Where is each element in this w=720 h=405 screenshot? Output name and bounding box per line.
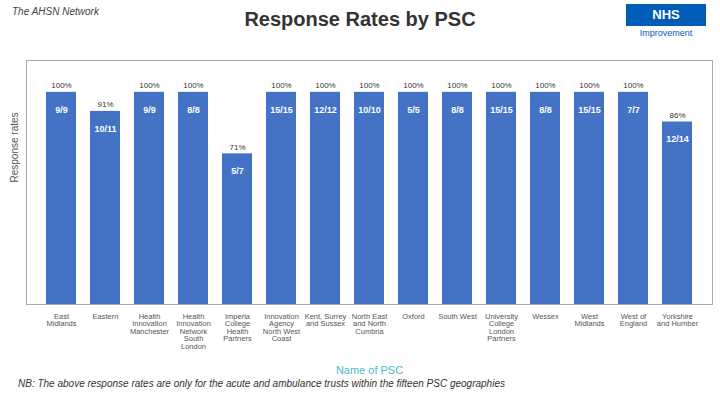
svg-text:5/5: 5/5 [407,105,420,115]
svg-text:100%: 100% [183,81,203,90]
svg-text:UniversityCollegeLondonPartner: UniversityCollegeLondonPartners [485,312,518,344]
svg-text:100%: 100% [447,81,467,90]
svg-text:100%: 100% [51,81,71,90]
svg-text:9/9: 9/9 [143,105,156,115]
svg-text:HealthInnovationManchester: HealthInnovationManchester [130,312,170,336]
svg-text:Wessex: Wessex [532,312,559,321]
svg-text:10/10: 10/10 [358,105,381,115]
svg-text:EastMidlands: EastMidlands [46,312,76,329]
svg-text:100%: 100% [271,81,291,90]
svg-text:86%: 86% [669,111,685,120]
svg-text:WestMidlands: WestMidlands [574,312,604,329]
svg-text:91%: 91% [97,100,113,109]
svg-text:ImperiaCollegeHealthPartners: ImperiaCollegeHealthPartners [223,312,252,344]
svg-text:71%: 71% [229,143,245,152]
svg-text:Yorkshireand Humber: Yorkshireand Humber [657,312,699,329]
html-text:NB: The above response rates a: NB: The above response rates are only fo… [18,378,505,389]
html-text:Improvement: Improvement [639,28,693,38]
svg-text:5/7: 5/7 [231,166,244,176]
svg-text:9/9: 9/9 [55,105,68,115]
svg-text:15/15: 15/15 [270,105,293,115]
svg-text:HealthInnovationNetworkSouthLo: HealthInnovationNetworkSouthLondon [176,312,211,351]
svg-text:Response rates: Response rates [9,112,20,182]
svg-text:7/7: 7/7 [627,105,640,115]
svg-text:15/15: 15/15 [578,105,601,115]
html-text:NHS: NHS [652,7,680,22]
svg-text:100%: 100% [579,81,599,90]
svg-text:North Eastand NorthCumbria: North Eastand NorthCumbria [352,312,388,336]
html-text:The AHSN Network: The AHSN Network [12,6,99,17]
svg-text:Oxford: Oxford [402,312,425,321]
svg-text:100%: 100% [403,81,423,90]
svg-text:South West: South West [438,312,478,321]
svg-text:100%: 100% [623,81,643,90]
svg-text:12/14: 12/14 [666,134,689,144]
svg-text:8/8: 8/8 [187,105,200,115]
svg-text:100%: 100% [315,81,335,90]
svg-text:100%: 100% [139,81,159,90]
svg-text:Name of PSC: Name of PSC [336,364,403,376]
svg-text:Kent, Surreyand Sussex: Kent, Surreyand Sussex [305,312,347,329]
svg-text:Eastern: Eastern [93,312,119,321]
html-text:Response Rates by PSC: Response Rates by PSC [244,8,476,30]
svg-text:8/8: 8/8 [539,105,552,115]
svg-text:West ofEngland: West ofEngland [620,312,648,329]
svg-text:10/11: 10/11 [94,124,116,134]
svg-text:100%: 100% [535,81,555,90]
svg-text:100%: 100% [491,81,511,90]
svg-text:InnovationAgencyNorth WestCoas: InnovationAgencyNorth WestCoast [263,312,301,344]
svg-text:100%: 100% [359,81,379,90]
svg-text:8/8: 8/8 [451,105,464,115]
svg-text:15/15: 15/15 [490,105,513,115]
svg-text:12/12: 12/12 [314,105,337,115]
